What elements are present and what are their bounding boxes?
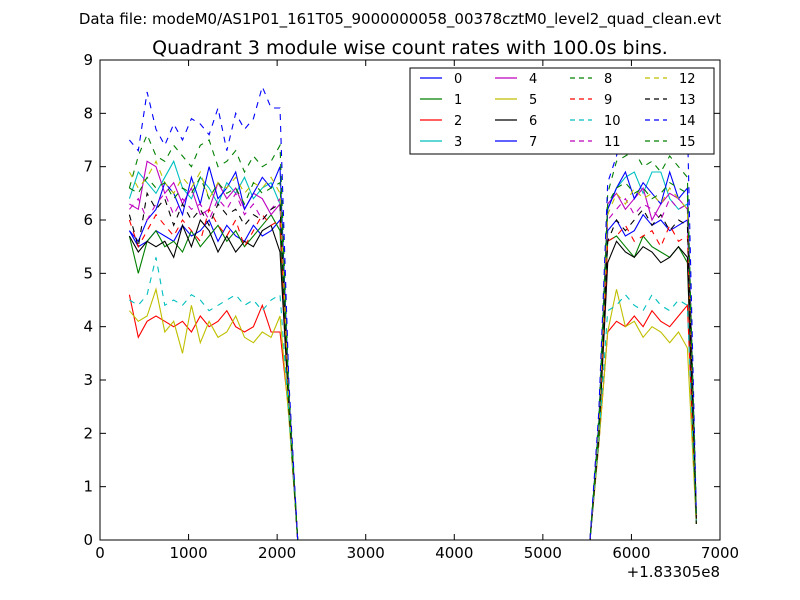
y-tick-label: 5 — [83, 264, 93, 282]
series-line-14 — [128, 85, 697, 541]
legend-label-14: 14 — [679, 114, 696, 129]
series-line-12 — [128, 160, 697, 541]
chart-title: Quadrant 3 module wise count rates with … — [152, 37, 668, 59]
legend-label-0: 0 — [454, 72, 462, 87]
series-line-7 — [128, 166, 697, 541]
axes-frame — [99, 59, 721, 541]
legend-label-7: 7 — [529, 135, 537, 150]
x-tick-label: 2000 — [258, 544, 296, 562]
y-tick-label: 4 — [83, 318, 93, 336]
y-tick-label: 1 — [83, 478, 93, 496]
y-tick-label: 3 — [83, 371, 93, 389]
legend-label-12: 12 — [679, 72, 696, 87]
y-tick-label: 9 — [83, 51, 93, 69]
x-tick-label: 1000 — [169, 544, 207, 562]
plot-area — [128, 85, 697, 541]
legend-label-11: 11 — [604, 135, 621, 150]
y-tick-label: 0 — [83, 531, 93, 549]
series-line-11 — [128, 192, 697, 541]
y-tick-label: 8 — [83, 104, 93, 122]
series-line-6 — [128, 218, 697, 541]
legend-label-13: 13 — [679, 93, 696, 108]
y-tick-label: 7 — [83, 158, 93, 176]
series-line-10 — [129, 257, 697, 541]
series-line-8 — [128, 133, 697, 541]
series-line-9 — [128, 207, 697, 541]
x-axis: 0 1000 2000 3000 4000 5000 6000 7000 — [95, 60, 739, 562]
series-line-2 — [128, 294, 697, 541]
x-tick-label: 4000 — [435, 544, 473, 562]
legend-label-2: 2 — [454, 114, 462, 129]
x-tick-label: 5000 — [524, 544, 562, 562]
x-tick-label: 7000 — [701, 544, 739, 562]
series-line-5 — [128, 287, 697, 541]
legend-label-9: 9 — [604, 93, 612, 108]
series-line-0 — [128, 213, 697, 541]
legend-frame — [409, 67, 715, 155]
x-tick-label: 0 — [95, 544, 105, 562]
series-line-4 — [129, 160, 697, 541]
series-line-1 — [128, 213, 697, 541]
data-file-suptitle: Data file: modeM0/AS1P01_161T05_90000000… — [79, 10, 721, 29]
legend-label-8: 8 — [604, 72, 612, 87]
legend-label-4: 4 — [529, 72, 537, 87]
legend-label-6: 6 — [529, 114, 537, 129]
x-tick-label: 3000 — [347, 544, 385, 562]
legend-label-5: 5 — [529, 93, 537, 108]
series-line-13 — [128, 191, 697, 541]
legend-label-1: 1 — [454, 93, 462, 108]
legend-label-15: 15 — [679, 135, 696, 150]
series-line-15 — [129, 176, 697, 541]
legend-label-10: 10 — [604, 114, 621, 129]
y-tick-label: 2 — [83, 424, 93, 442]
y-tick-label: 6 — [83, 211, 93, 229]
legend-label-3: 3 — [454, 135, 462, 150]
series-line-3 — [128, 159, 697, 541]
x-tick-label: 6000 — [612, 544, 650, 562]
x-offset-label: +1.83305e8 — [627, 563, 720, 581]
